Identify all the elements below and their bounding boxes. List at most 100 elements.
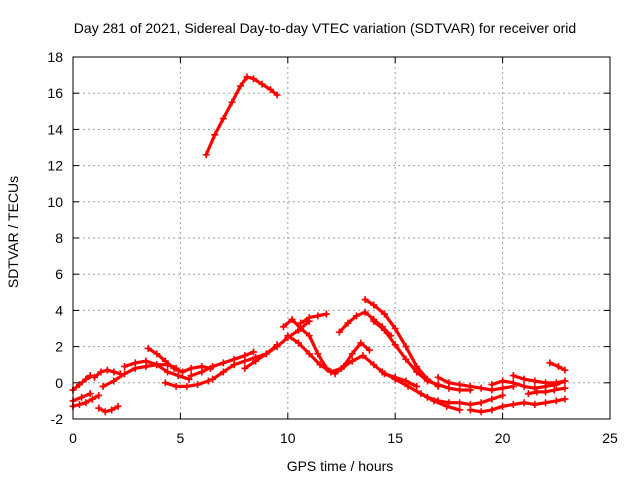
series-arc-i (161, 377, 212, 390)
series-arc-d (90, 366, 124, 381)
data-point (241, 357, 249, 365)
data-point (466, 406, 474, 414)
data-point (520, 382, 528, 390)
data-point (267, 86, 275, 94)
data-point (252, 357, 260, 365)
y-tick-label: 12 (47, 158, 63, 174)
series-line (97, 404, 120, 414)
data-point (370, 301, 378, 309)
data-point (209, 375, 217, 383)
data-point (391, 375, 399, 383)
data-point (520, 399, 528, 407)
data-point (170, 364, 178, 372)
data-point (86, 390, 94, 398)
y-tick-label: 6 (55, 266, 63, 282)
data-point (209, 363, 217, 371)
series-arc-r (370, 317, 474, 394)
data-point (499, 384, 507, 392)
data-point (185, 375, 193, 383)
data-point (402, 343, 410, 351)
data-point (542, 388, 550, 396)
data-point (561, 377, 569, 385)
data-point (445, 379, 453, 387)
data-point (172, 382, 180, 390)
data-point (477, 399, 485, 407)
data-point (499, 377, 507, 385)
series-arc-e (95, 402, 122, 416)
data-point (380, 326, 388, 334)
data-point (75, 381, 83, 389)
series-arc-u (434, 373, 517, 394)
data-point (413, 382, 421, 390)
data-point (370, 317, 378, 325)
series-arc-o (297, 310, 330, 327)
data-point (174, 372, 182, 380)
series-arc-x (509, 372, 569, 387)
data-point (546, 359, 554, 367)
data-point (561, 384, 569, 392)
data-point (121, 370, 129, 378)
data-point (187, 364, 195, 372)
data-point (144, 344, 152, 352)
data-point (402, 377, 410, 385)
data-point (82, 375, 90, 383)
y-tick-label: 16 (47, 85, 63, 101)
data-point (314, 312, 322, 320)
series-line (204, 75, 279, 157)
data-point (305, 314, 313, 322)
data-point (554, 363, 562, 371)
series-arc-k (209, 341, 281, 383)
x-tick-label: 0 (69, 430, 77, 446)
data-point (97, 368, 105, 376)
data-point (88, 395, 96, 403)
chart-title: Day 281 of 2021, Sidereal Day-to-day VTE… (74, 20, 576, 36)
y-tick-label: 0 (55, 375, 63, 391)
data-point (194, 381, 202, 389)
data-point (509, 379, 517, 387)
x-tick-label: 15 (387, 430, 403, 446)
data-point (305, 350, 313, 358)
data-point (273, 343, 281, 351)
axis-ticks: 0 5 10 15 20 25 -2 0 2 4 6 8 10 12 14 16 18 (47, 49, 618, 446)
series-arc-z (524, 384, 569, 398)
data-point (361, 308, 369, 316)
data-point (520, 375, 528, 383)
data-point (121, 363, 129, 371)
data-point (404, 382, 412, 390)
data-point (335, 328, 343, 336)
data-point (161, 357, 169, 365)
data-point (499, 391, 507, 399)
data-point (78, 393, 86, 401)
data-point (153, 350, 161, 358)
data-point (183, 382, 191, 390)
data-series (69, 73, 569, 416)
y-tick-label: 14 (47, 121, 63, 137)
series-arc-y (546, 359, 569, 374)
data-point (204, 377, 212, 385)
data-point (90, 373, 98, 381)
data-point (273, 91, 281, 99)
data-point (230, 361, 238, 369)
data-point (202, 151, 210, 159)
data-point (413, 368, 421, 376)
series-line (468, 397, 567, 414)
data-point (499, 402, 507, 410)
series-arc-c (69, 391, 103, 410)
data-point (509, 401, 517, 409)
series-arc-g (121, 357, 193, 383)
data-point (391, 325, 399, 332)
data-point (280, 323, 288, 331)
data-point (524, 390, 532, 398)
y-tick-label: 8 (55, 230, 63, 246)
x-tick-label: 10 (280, 430, 296, 446)
data-point (423, 393, 431, 401)
data-point (531, 384, 539, 392)
data-point (348, 350, 356, 358)
data-point (131, 359, 139, 367)
y-tick-label: 10 (47, 194, 63, 210)
data-point (552, 379, 560, 387)
data-point (179, 368, 187, 376)
data-point (550, 386, 558, 394)
data-point (219, 115, 227, 123)
series-arc-high (202, 73, 281, 159)
